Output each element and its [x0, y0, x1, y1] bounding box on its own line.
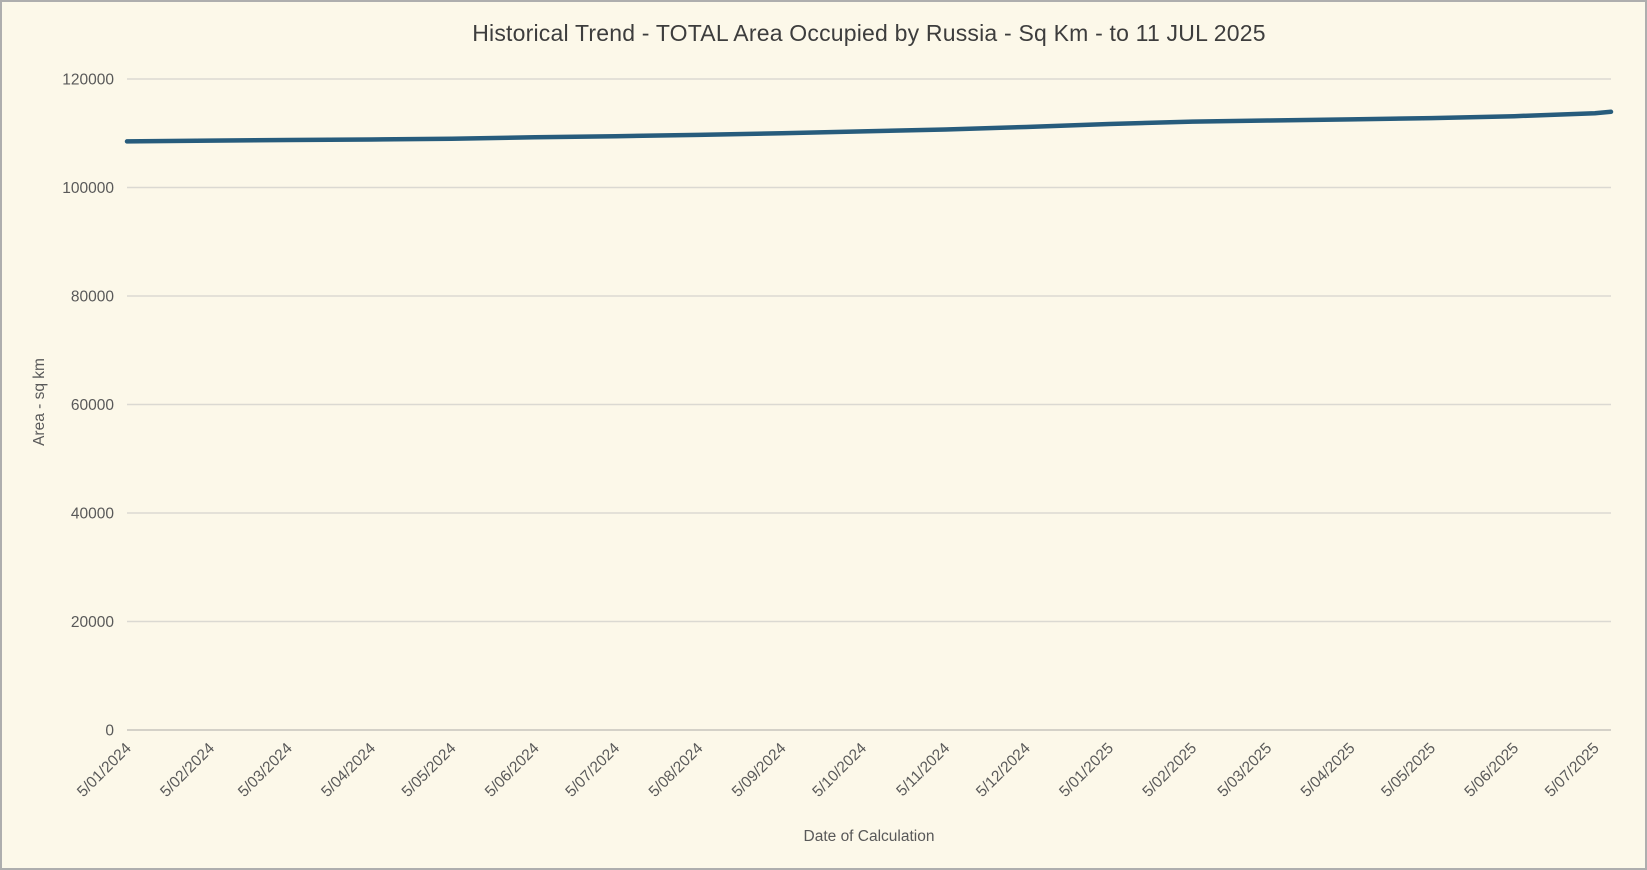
y-tick-label: 100000	[62, 180, 114, 197]
x-tick-label: 5/11/2024	[893, 740, 953, 800]
x-tick-label: 5/12/2024	[973, 740, 1034, 801]
x-tick-label: 5/10/2024	[809, 740, 870, 801]
y-tick-label: 120000	[62, 72, 114, 89]
x-tick-label: 5/03/2024	[235, 740, 296, 801]
y-tick-label: 20000	[71, 614, 114, 631]
y-tick-label: 60000	[71, 397, 114, 414]
y-tick-label: 0	[105, 723, 114, 740]
x-tick-label: 5/03/2025	[1215, 740, 1276, 801]
y-tick-label: 40000	[71, 506, 114, 523]
x-tick-label: 5/01/2024	[74, 740, 135, 801]
x-tick-label: 5/05/2025	[1378, 740, 1439, 801]
x-tick-label: 5/04/2024	[318, 740, 379, 801]
x-tick-label: 5/09/2024	[729, 740, 790, 801]
x-tick-label: 5/04/2025	[1298, 740, 1359, 801]
x-tick-label: 5/07/2025	[1542, 740, 1603, 801]
x-tick-label: 5/06/2025	[1461, 740, 1522, 801]
x-tick-label: 5/01/2025	[1056, 740, 1117, 801]
x-tick-label: 5/07/2024	[562, 740, 623, 801]
x-tick-label: 5/02/2025	[1139, 740, 1200, 801]
x-tick-label: 5/05/2024	[399, 740, 460, 801]
x-tick-label: 5/08/2024	[646, 740, 707, 801]
chart-title: Historical Trend - TOTAL Area Occupied b…	[472, 20, 1266, 46]
y-tick-label: 80000	[71, 289, 114, 306]
x-axis-title: Date of Calculation	[803, 828, 935, 845]
trend-line	[124, 109, 1614, 144]
x-tick-label: 5/06/2024	[482, 740, 543, 801]
x-tick-label: 5/02/2024	[157, 740, 218, 801]
